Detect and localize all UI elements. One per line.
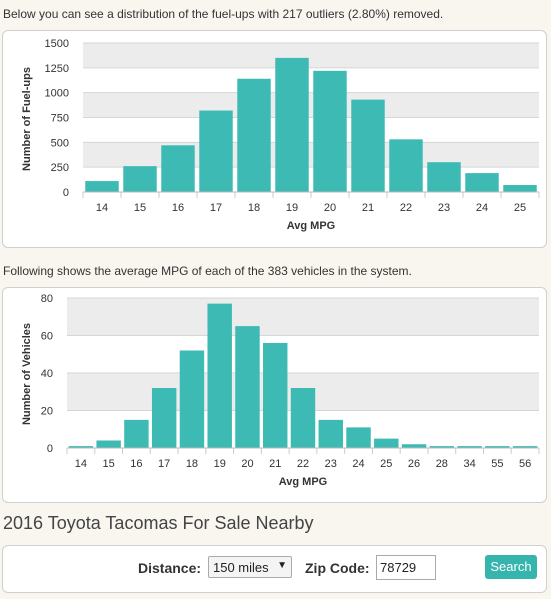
bar: [429, 446, 455, 448]
x-tick-label: 18: [248, 202, 260, 214]
x-tick-label: 19: [214, 458, 226, 470]
x-tick-label: 34: [463, 458, 475, 470]
y-tick-label: 750: [51, 113, 69, 125]
bar: [237, 78, 271, 192]
fuelups-intro-text: Below you can see a distribution of the …: [3, 7, 444, 21]
zip-code-input[interactable]: 78729: [376, 555, 436, 580]
vehicles-intro-text: Following shows the average MPG of each …: [3, 264, 412, 278]
x-tick-label: 22: [400, 202, 412, 214]
bar: [503, 185, 537, 192]
x-tick-label: 25: [514, 202, 526, 214]
y-tick-label: 250: [51, 162, 69, 174]
x-tick-label: 23: [325, 458, 337, 470]
distance-select-value: 150 miles: [213, 560, 269, 575]
bar: [374, 438, 399, 448]
bar: [346, 427, 371, 448]
y-tick-label: 0: [63, 187, 69, 199]
x-axis-title: Avg MPG: [279, 476, 328, 488]
bar: [485, 446, 510, 448]
bar: [275, 57, 309, 193]
bar: [85, 181, 119, 192]
grid-band: [83, 142, 539, 168]
bar: [123, 166, 157, 192]
y-tick-label: 20: [41, 406, 53, 418]
x-tick-label: 28: [436, 458, 448, 470]
section-heading: 2016 Toyota Tacomas For Sale Nearby: [3, 513, 314, 533]
x-tick-label: 22: [297, 458, 309, 470]
y-tick-label: 40: [41, 368, 53, 380]
y-tick-label: 1500: [45, 38, 69, 50]
x-tick-label: 16: [172, 202, 184, 214]
fuelups-chart-panel: 0 250 500 750 1000 1250 1500 14 15 16 17 18 19 20 21 22…: [2, 30, 547, 248]
x-tick-label: 21: [362, 202, 374, 214]
grid-band: [67, 298, 539, 336]
x-tick-label: 17: [158, 458, 170, 470]
bar: [263, 343, 288, 448]
grid-band: [83, 92, 539, 118]
zip-code-label: Zip Code:: [305, 560, 370, 576]
x-tick-label: 16: [130, 458, 142, 470]
x-tick-label: 15: [103, 458, 115, 470]
bar: [96, 440, 121, 448]
x-tick-label: 24: [476, 202, 488, 214]
bar: [313, 70, 347, 192]
bar: [351, 99, 385, 192]
bar: [207, 303, 232, 448]
x-tick-label: 14: [75, 458, 87, 470]
y-tick-label: 1250: [45, 63, 69, 75]
vehicles-chart-panel: 0 20 40 60 80 14 15 16 17 18 19 20 21 22 23 24 25 26 28 34 5…: [2, 287, 547, 503]
search-panel: Distance: 150 miles ▼ Zip Code: 78729 Se…: [2, 545, 547, 593]
bar: [389, 139, 423, 192]
x-tick-label: 23: [438, 202, 450, 214]
bar: [401, 444, 427, 448]
bar: [465, 173, 499, 192]
y-tick-label: 80: [41, 293, 53, 305]
y-axis-title: Number of Fuel-ups: [21, 67, 33, 171]
fuelups-histogram: 0 250 500 750 1000 1250 1500 14 15 16 17 18 19 20 21 22…: [21, 38, 540, 232]
bar: [427, 162, 461, 192]
x-tick-label: 20: [324, 202, 336, 214]
bar: [290, 388, 316, 448]
y-tick-label: 0: [47, 443, 53, 455]
bar: [512, 446, 538, 448]
bar: [199, 110, 233, 192]
y-tick-label: 500: [51, 137, 69, 149]
x-tick-label: 15: [134, 202, 146, 214]
bar: [151, 388, 177, 448]
bar: [318, 419, 343, 448]
x-tick-label: 26: [408, 458, 420, 470]
y-tick-label: 60: [41, 331, 53, 343]
grid-band: [83, 43, 539, 68]
bar: [161, 145, 195, 192]
x-tick-label: 25: [380, 458, 392, 470]
x-tick-label: 18: [186, 458, 198, 470]
x-tick-label: 55: [491, 458, 503, 470]
x-tick-label: 14: [96, 202, 108, 214]
y-axis-title: Number of Vehicles: [21, 323, 33, 425]
distance-select[interactable]: 150 miles ▼: [208, 556, 292, 578]
y-tick-label: 1000: [45, 88, 69, 100]
x-tick-label: 24: [352, 458, 364, 470]
x-tick-label: 17: [210, 202, 222, 214]
x-tick-label: 19: [286, 202, 298, 214]
x-tick-label: 21: [269, 458, 281, 470]
bar: [457, 446, 482, 448]
x-tick-label: 20: [241, 458, 253, 470]
vehicles-histogram: 0 20 40 60 80 14 15 16 17 18 19 20 21 22 23 24 25 26 28 34 5…: [21, 293, 540, 488]
bar: [124, 419, 149, 448]
bar: [68, 446, 94, 448]
search-button[interactable]: Search: [485, 555, 537, 579]
x-tick-label: 56: [519, 458, 531, 470]
distance-label: Distance:: [138, 560, 202, 576]
bar: [235, 326, 260, 448]
caret-down-icon: ▼: [277, 560, 287, 571]
x-axis-title: Avg MPG: [287, 220, 336, 232]
bar: [179, 350, 205, 448]
